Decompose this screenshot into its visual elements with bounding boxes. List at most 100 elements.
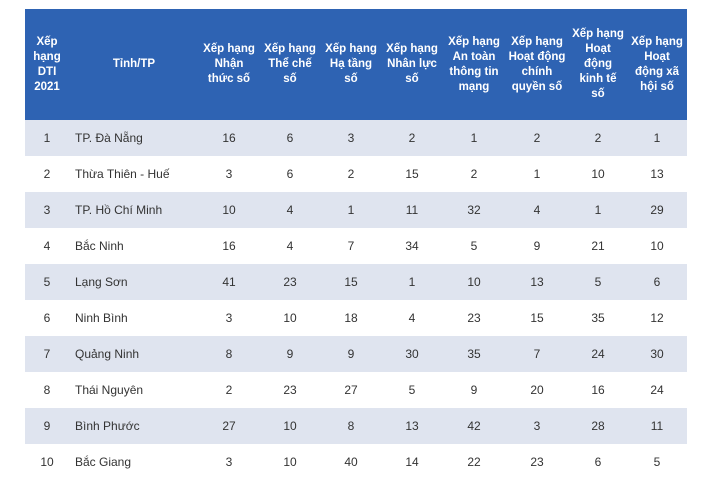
header-digital-society: Xếp hạng Hoạt động xã hội số: [627, 9, 687, 120]
cell-awareness: 41: [199, 264, 259, 300]
cell-human-resources: 5: [381, 372, 443, 408]
cell-digital-economy: 2: [569, 120, 627, 156]
cell-digital-society: 13: [627, 156, 687, 192]
cell-province: Ninh Bình: [69, 300, 199, 336]
cell-awareness: 8: [199, 336, 259, 372]
cell-cyber-security: 23: [443, 300, 505, 336]
table-row: 2 Thừa Thiên - Huế 3 6 2 15 2 1 10 13: [25, 156, 687, 192]
cell-institution: 23: [259, 264, 321, 300]
cell-dti-rank: 6: [25, 300, 69, 336]
cell-dti-rank: 4: [25, 228, 69, 264]
cell-awareness: 3: [199, 300, 259, 336]
cell-digital-government: 20: [505, 372, 569, 408]
header-awareness: Xếp hạng Nhận thức số: [199, 9, 259, 120]
cell-institution: 9: [259, 336, 321, 372]
header-digital-economy: Xếp hạng Hoạt động kinh tế số: [569, 9, 627, 120]
cell-human-resources: 2: [381, 120, 443, 156]
cell-digital-government: 2: [505, 120, 569, 156]
header-digital-government: Xếp hạng Hoạt động chính quyền số: [505, 9, 569, 120]
cell-cyber-security: 9: [443, 372, 505, 408]
cell-human-resources: 4: [381, 300, 443, 336]
cell-digital-economy: 24: [569, 336, 627, 372]
cell-digital-government: 23: [505, 444, 569, 480]
cell-infrastructure: 7: [321, 228, 381, 264]
cell-institution: 10: [259, 444, 321, 480]
dti-ranking-table: Xếp hạng DTI 2021 Tỉnh/TP Xếp hạng Nhận …: [25, 9, 687, 480]
cell-province: Bình Phước: [69, 408, 199, 444]
cell-digital-society: 10: [627, 228, 687, 264]
cell-human-resources: 34: [381, 228, 443, 264]
cell-digital-society: 29: [627, 192, 687, 228]
cell-institution: 10: [259, 300, 321, 336]
cell-human-resources: 14: [381, 444, 443, 480]
cell-digital-society: 12: [627, 300, 687, 336]
cell-dti-rank: 10: [25, 444, 69, 480]
cell-infrastructure: 27: [321, 372, 381, 408]
cell-institution: 6: [259, 120, 321, 156]
cell-awareness: 16: [199, 228, 259, 264]
cell-digital-government: 9: [505, 228, 569, 264]
cell-institution: 10: [259, 408, 321, 444]
cell-digital-government: 4: [505, 192, 569, 228]
cell-digital-government: 1: [505, 156, 569, 192]
cell-dti-rank: 5: [25, 264, 69, 300]
cell-province: Quảng Ninh: [69, 336, 199, 372]
cell-infrastructure: 2: [321, 156, 381, 192]
cell-province: TP. Đà Nẵng: [69, 120, 199, 156]
cell-digital-government: 15: [505, 300, 569, 336]
cell-province: Bắc Ninh: [69, 228, 199, 264]
cell-cyber-security: 22: [443, 444, 505, 480]
cell-digital-economy: 28: [569, 408, 627, 444]
cell-institution: 4: [259, 228, 321, 264]
header-human-resources: Xếp hạng Nhân lực số: [381, 9, 443, 120]
cell-digital-economy: 6: [569, 444, 627, 480]
table-row: 1 TP. Đà Nẵng 16 6 3 2 1 2 2 1: [25, 120, 687, 156]
cell-cyber-security: 10: [443, 264, 505, 300]
cell-cyber-security: 5: [443, 228, 505, 264]
cell-digital-society: 11: [627, 408, 687, 444]
cell-cyber-security: 1: [443, 120, 505, 156]
cell-cyber-security: 35: [443, 336, 505, 372]
cell-infrastructure: 8: [321, 408, 381, 444]
cell-infrastructure: 9: [321, 336, 381, 372]
cell-awareness: 3: [199, 444, 259, 480]
cell-human-resources: 15: [381, 156, 443, 192]
cell-infrastructure: 18: [321, 300, 381, 336]
cell-cyber-security: 32: [443, 192, 505, 228]
table-row: 8 Thái Nguyên 2 23 27 5 9 20 16 24: [25, 372, 687, 408]
table-row: 10 Bắc Giang 3 10 40 14 22 23 6 5: [25, 444, 687, 480]
ranking-table-container: Xếp hạng DTI 2021 Tỉnh/TP Xếp hạng Nhận …: [25, 9, 687, 480]
cell-province: Thái Nguyên: [69, 372, 199, 408]
table-row: 6 Ninh Bình 3 10 18 4 23 15 35 12: [25, 300, 687, 336]
cell-dti-rank: 9: [25, 408, 69, 444]
cell-institution: 23: [259, 372, 321, 408]
cell-dti-rank: 3: [25, 192, 69, 228]
cell-digital-society: 30: [627, 336, 687, 372]
cell-dti-rank: 7: [25, 336, 69, 372]
cell-institution: 6: [259, 156, 321, 192]
table-row: 5 Lạng Sơn 41 23 15 1 10 13 5 6: [25, 264, 687, 300]
header-cyber-security: Xếp hạng An toàn thông tin mạng: [443, 9, 505, 120]
cell-digital-economy: 16: [569, 372, 627, 408]
cell-dti-rank: 2: [25, 156, 69, 192]
cell-human-resources: 1: [381, 264, 443, 300]
table-row: 4 Bắc Ninh 16 4 7 34 5 9 21 10: [25, 228, 687, 264]
header-infrastructure: Xếp hạng Hạ tầng số: [321, 9, 381, 120]
table-row: 3 TP. Hồ Chí Minh 10 4 1 11 32 4 1 29: [25, 192, 687, 228]
cell-digital-government: 7: [505, 336, 569, 372]
cell-digital-government: 3: [505, 408, 569, 444]
cell-awareness: 2: [199, 372, 259, 408]
cell-human-resources: 13: [381, 408, 443, 444]
table-row: 9 Bình Phước 27 10 8 13 42 3 28 11: [25, 408, 687, 444]
cell-digital-economy: 21: [569, 228, 627, 264]
cell-institution: 4: [259, 192, 321, 228]
cell-infrastructure: 1: [321, 192, 381, 228]
cell-province: Lạng Sơn: [69, 264, 199, 300]
cell-cyber-security: 2: [443, 156, 505, 192]
header-dti-rank: Xếp hạng DTI 2021: [25, 9, 69, 120]
cell-province: Bắc Giang: [69, 444, 199, 480]
cell-infrastructure: 3: [321, 120, 381, 156]
cell-digital-economy: 5: [569, 264, 627, 300]
cell-human-resources: 11: [381, 192, 443, 228]
cell-awareness: 10: [199, 192, 259, 228]
